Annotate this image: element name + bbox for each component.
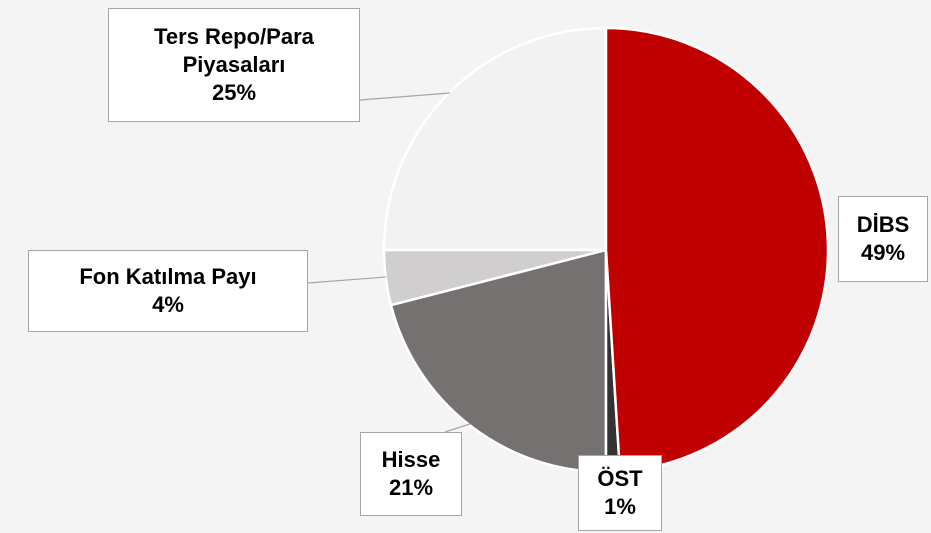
- category-name: DİBS: [856, 212, 910, 237]
- data-label: Ters Repo/Para Piyasaları 25%: [108, 8, 360, 122]
- leader-line: [444, 423, 471, 433]
- value-label: 49%: [860, 240, 906, 265]
- leader-line: [307, 276, 387, 284]
- leader-lines: [307, 92, 471, 433]
- category-name: ÖST: [597, 466, 643, 491]
- data-label: Fon Katılma Payı 4%: [28, 250, 308, 332]
- data-label: Hisse 21%: [360, 432, 462, 516]
- value-label: 21%: [388, 475, 434, 500]
- pie-slice: [382, 26, 608, 252]
- category-name: Ters Repo/Para Piyasaları: [154, 24, 314, 77]
- data-label: DİBS 49%: [838, 196, 928, 282]
- pie-slice: [389, 248, 608, 474]
- category-name: Fon Katılma Payı: [79, 264, 257, 289]
- data-label: ÖST 1%: [578, 455, 662, 531]
- value-label: 25%: [211, 80, 257, 105]
- value-label: 1%: [604, 494, 636, 519]
- pie-slice: [604, 26, 830, 473]
- leader-line: [359, 92, 451, 101]
- value-label: 4%: [152, 292, 184, 317]
- category-name: Hisse: [381, 447, 441, 472]
